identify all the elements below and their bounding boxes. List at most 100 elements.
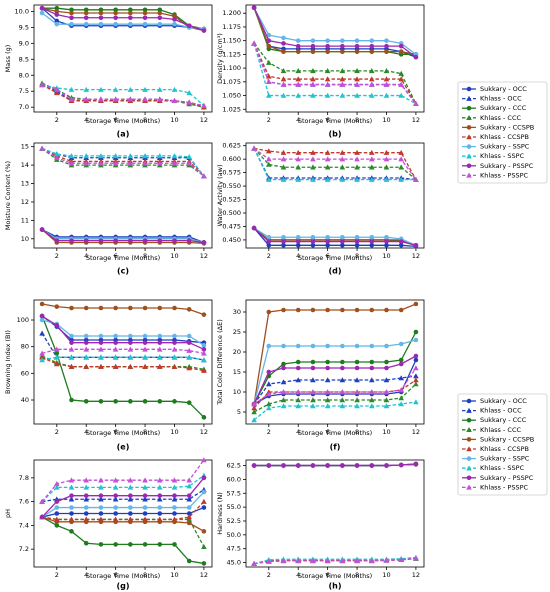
data-point [201,350,207,356]
data-point [171,484,178,490]
plot-frame [33,4,213,113]
data-point [266,176,272,182]
y-tick-label: 7.2 [19,545,29,553]
y-tick-label: 10 [21,235,29,243]
data-point [310,68,316,74]
data-point [112,96,119,102]
data-point [186,558,192,564]
series-line [253,147,417,181]
data-point [83,7,89,13]
series-line [41,229,204,245]
plot-frame [245,4,425,113]
data-point [54,505,60,510]
legend-marker [466,153,472,159]
x-tick-label: 6 [114,116,118,124]
y-tick-label: 0.550 [222,182,241,190]
data-point [127,96,134,102]
series-line [253,227,417,246]
data-point [98,363,104,369]
series-line [41,319,205,346]
legend-label: Khlass - PSSPC [480,483,529,491]
data-point [172,505,177,510]
data-point [68,153,75,159]
data-point [201,489,207,495]
data-point [295,43,301,49]
x-tick-label: 2 [55,252,59,260]
data-point [413,100,419,107]
data-point [142,363,148,369]
data-point [69,7,74,13]
x-tick-label: 4 [296,428,300,436]
data-point [354,307,360,313]
data-point [354,343,360,349]
data-point [281,41,286,46]
legend-label: Khlass - CCSPB [480,445,529,453]
data-point [398,361,404,367]
data-point [340,463,345,468]
data-point [54,323,60,328]
y-tick-label: 7.5 [19,87,29,95]
data-point [69,333,74,339]
data-point [69,505,74,510]
data-point [383,557,390,563]
data-point [266,59,272,65]
data-point [310,389,316,395]
y-axis-label: Browning Index (BI) [4,330,12,394]
data-point [171,496,178,502]
data-point [398,81,404,87]
y-tick-label: 0.500 [222,209,241,217]
y-tick-label: 8.0 [19,71,29,79]
y-tick-label: 14 [21,161,29,169]
data-point [201,173,207,179]
data-point [186,160,192,166]
data-point [83,354,90,360]
x-tick-label: 6 [114,252,118,260]
data-point [128,399,133,404]
y-tick-label: 30 [233,308,241,316]
data-point [266,148,272,154]
data-point [83,493,89,498]
data-point [310,156,316,162]
data-point [83,10,89,16]
data-point [280,379,287,385]
x-tick-label: 6 [114,428,118,436]
legend-label: Khlass - SSPC [480,152,525,160]
data-point [39,313,45,319]
legend-label: Khlass - OCC [480,407,522,415]
data-point [384,243,389,248]
data-point [157,399,163,404]
legend-label: Khlass - CCC [480,426,521,434]
data-point [383,164,390,170]
series-line [253,43,417,105]
y-tick-label: 0.575 [222,169,241,177]
series-line [253,7,417,58]
data-point [281,243,286,248]
series-line [41,147,205,177]
x-axis-label: Storage Time (Months) [298,117,372,125]
data-point [266,391,272,397]
series-line [253,557,416,565]
data-point [69,21,74,27]
data-point [368,164,375,170]
x-tick-label: 10 [170,116,178,124]
data-point [68,354,75,360]
data-point [156,86,163,92]
data-point [69,340,74,345]
data-point [142,21,148,27]
data-point [324,164,331,170]
series-line [253,7,417,58]
x-axis-label: Storage Time (Months) [86,117,160,125]
data-point [68,86,75,92]
data-point [156,153,163,159]
legend-label: Sukkary - CCSPB [480,435,534,443]
data-point [157,10,163,16]
data-point [251,409,257,415]
data-point [142,238,148,243]
data-point [398,401,404,407]
data-point [310,365,316,371]
series-line [253,367,417,405]
x-tick-label: 4 [296,252,300,260]
data-point [157,542,163,547]
data-point [280,389,287,395]
